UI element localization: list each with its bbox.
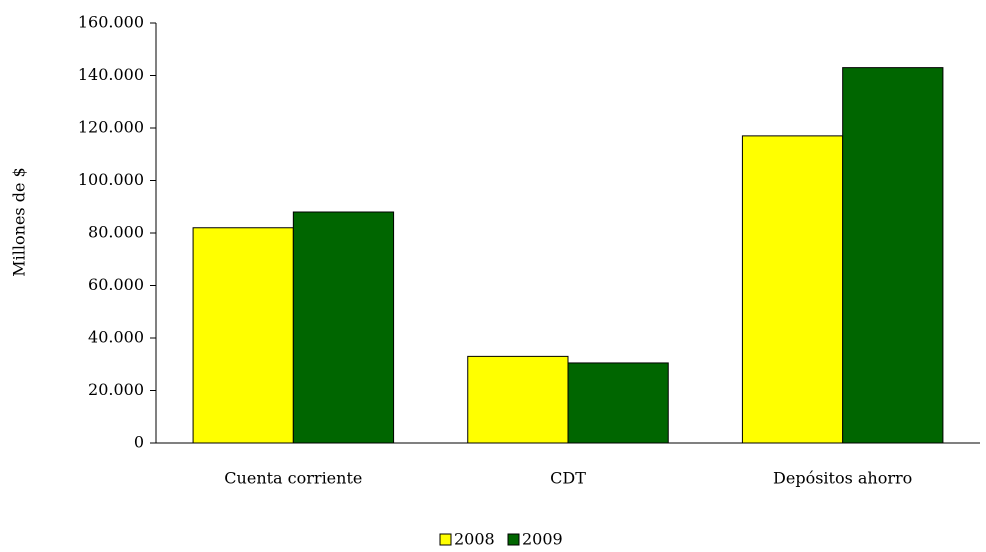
y-tick-label: 20.000 [88, 380, 144, 399]
y-tick-label: 120.000 [78, 118, 144, 137]
x-tick-label: Cuenta corriente [224, 469, 362, 488]
bar [567, 362, 669, 444]
bar [192, 227, 294, 444]
y-tick-label: 100.000 [78, 170, 144, 189]
legend-swatch [507, 533, 520, 546]
legend-swatch [439, 533, 452, 546]
bar [741, 135, 844, 444]
y-tick-label: 0 [134, 433, 144, 452]
bar [842, 67, 944, 444]
bar [292, 211, 395, 444]
y-tick-label: 80.000 [88, 223, 144, 242]
y-tick-label: 160.000 [78, 13, 144, 32]
y-tick-label: 60.000 [88, 275, 144, 294]
y-axis-label: Millones de $ [10, 167, 29, 276]
bar [467, 355, 569, 444]
y-tick-label: 140.000 [78, 65, 144, 84]
legend-label: 2009 [522, 530, 563, 549]
legend-label: 2008 [454, 530, 495, 549]
y-tick-label: 40.000 [88, 328, 144, 347]
x-tick-label: CDT [550, 469, 586, 488]
x-tick-label: Depósitos ahorro [773, 469, 912, 488]
